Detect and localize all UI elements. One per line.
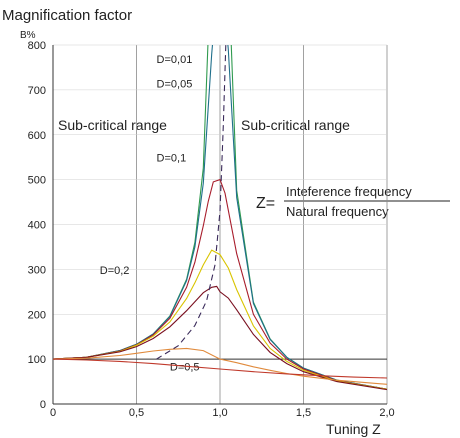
formula: Z= Inteference frequency Natural frequen… xyxy=(256,184,450,219)
y-tick-label: 100 xyxy=(28,354,46,366)
y-tick-label: 400 xyxy=(28,220,46,232)
y-tick-label: 700 xyxy=(28,85,46,97)
series-line-d-0-2 xyxy=(53,285,387,391)
region-label-left: Sub-critical range xyxy=(58,117,167,133)
formula-lhs: Z= xyxy=(256,195,275,212)
chart-title: Magnification factor xyxy=(2,7,132,24)
y-tick-label: 800 xyxy=(28,40,46,52)
y-tick-label: 500 xyxy=(28,175,46,187)
series-line-d-0-15 xyxy=(53,249,387,390)
formula-numerator: Inteference frequency xyxy=(286,184,412,199)
series-label-d-0-01: D=0,01 xyxy=(157,54,193,66)
x-tick-label: 0 xyxy=(50,407,56,419)
series-label-d-0-05: D=0,05 xyxy=(157,79,193,91)
y-axis-label: B% xyxy=(20,30,36,41)
series-label-d-0-5: D=0,5 xyxy=(170,361,200,373)
x-tick-label: 0,5 xyxy=(129,407,144,419)
plot-area: 0 0,5 1,0 1,5 2,0 0 100 200 300 400 500 600 700 800 D=… xyxy=(28,40,395,419)
y-tick-label: 0 xyxy=(40,399,46,411)
series-line-d-1 xyxy=(53,358,387,379)
x-tick-label: 2,0 xyxy=(379,407,394,419)
region-label-right: Sub-critical range xyxy=(241,117,350,133)
y-tick-label: 300 xyxy=(28,264,46,276)
formula-denominator: Natural frequency xyxy=(286,204,389,219)
x-tick-label: 1,5 xyxy=(296,407,311,419)
x-tick-label: 1,0 xyxy=(212,407,227,419)
series-label-d-0-2: D=0,2 xyxy=(100,265,130,277)
series-line-peak-locus xyxy=(156,45,227,360)
y-tick-label: 200 xyxy=(28,309,46,321)
y-tick-label: 600 xyxy=(28,130,46,142)
series-label-d-0-1: D=0,1 xyxy=(157,153,187,165)
x-axis-label: Tuning Z xyxy=(326,421,381,437)
